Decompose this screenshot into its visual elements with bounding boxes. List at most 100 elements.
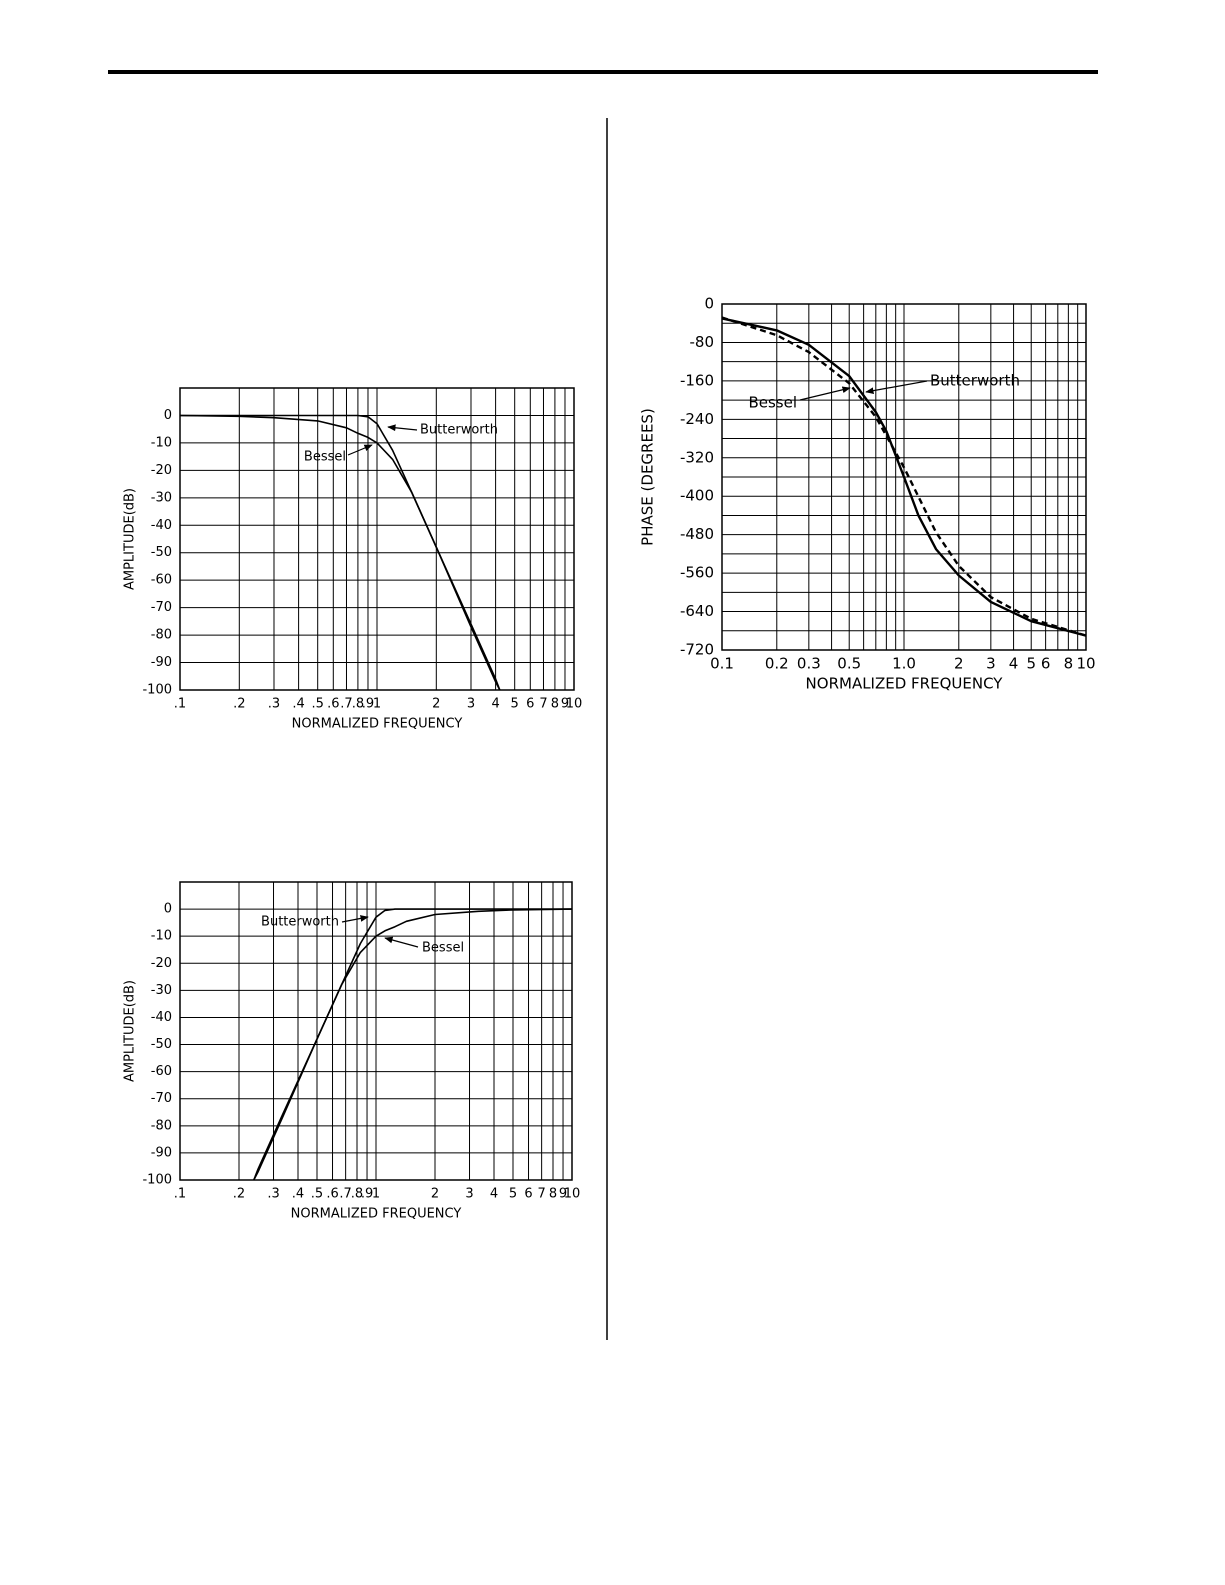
x-tick-label: 8 <box>1064 655 1074 673</box>
series-label: Butterworth <box>261 915 339 930</box>
y-tick-label: -160 <box>680 371 714 389</box>
x-tick-label: 8 <box>551 697 559 712</box>
x-tick-label: 4 <box>1009 655 1019 673</box>
y-tick-label: -320 <box>680 448 714 466</box>
x-tick-label: 3 <box>986 655 996 673</box>
x-tick-label: 5 <box>509 1187 517 1202</box>
chart: 0 -10 -20 -30 -40 -50 -60 -70 -80 -90 -100.1 .2 .3 .4… <box>123 387 583 732</box>
y-tick-label: 0 <box>704 295 714 313</box>
y-tick-label: -20 <box>151 956 172 971</box>
x-tick-label: 10 <box>564 1187 581 1202</box>
x-tick-label: .7 <box>339 1187 351 1202</box>
label-arrow <box>865 380 928 394</box>
x-tick-label: 9 <box>561 697 569 712</box>
y-tick-label: 0 <box>164 408 172 423</box>
y-tick-label: -240 <box>680 410 714 428</box>
x-tick-label: .3 <box>268 697 280 712</box>
plot-frame <box>179 881 573 1181</box>
y-axis-title: PHASE (DEGREES) <box>639 408 657 546</box>
x-tick-label: .1 <box>174 1187 186 1202</box>
series-line <box>180 414 501 691</box>
y-tick-label: -30 <box>151 490 172 505</box>
series-line <box>253 908 573 1181</box>
x-tick-label: .2 <box>233 1187 245 1202</box>
x-tick-label: .8 <box>351 1187 363 1202</box>
x-tick-label: .4 <box>292 697 304 712</box>
y-tick-label: -70 <box>151 1091 172 1106</box>
label-arrow <box>799 386 851 401</box>
series-line <box>721 317 1087 637</box>
x-tick-label: .6 <box>327 697 339 712</box>
x-tick-label: .5 <box>311 1187 323 1202</box>
x-tick-label: .2 <box>233 697 245 712</box>
y-tick-label: -80 <box>151 1118 172 1133</box>
x-tick-label: 7 <box>539 697 547 712</box>
label-arrow <box>384 936 419 948</box>
x-tick-label: 9 <box>559 1187 567 1202</box>
y-tick-label: -80 <box>151 628 172 643</box>
series-line <box>253 908 572 1181</box>
plot-frame <box>179 387 575 691</box>
series-label: Butterworth <box>420 423 498 438</box>
x-tick-label: 0.5 <box>837 655 861 673</box>
x-tick-label: 0.3 <box>797 655 821 673</box>
y-tick-label: -90 <box>151 655 172 670</box>
x-axis-title: NORMALIZED FREQUENCY <box>292 717 463 732</box>
x-tick-label: .3 <box>267 1187 279 1202</box>
x-tick-label: 3 <box>465 1187 473 1202</box>
series-label: Butterworth <box>930 372 1020 390</box>
series-label: Bessel <box>748 394 797 412</box>
x-axis-title: NORMALIZED FREQUENCY <box>806 675 1004 693</box>
y-axis-title: AMPLITUDE(dB) <box>123 488 138 590</box>
y-tick-label: -30 <box>151 983 172 998</box>
y-tick-label: -50 <box>151 545 172 560</box>
x-tick-label: .9 <box>362 697 374 712</box>
y-tick-label: -70 <box>151 600 172 615</box>
x-tick-label: .6 <box>326 1187 338 1202</box>
x-tick-label: 5 <box>1026 655 1036 673</box>
y-tick-label: -20 <box>151 463 172 478</box>
chart: 0 -10 -20 -30 -40 -50 -60 -70 -80 -90 -100.1 .2 .3 .4… <box>123 881 581 1222</box>
y-tick-label: -100 <box>142 683 172 698</box>
x-tick-label: .1 <box>174 697 186 712</box>
y-tick-label: -400 <box>680 487 714 505</box>
x-tick-label: 7 <box>537 1187 545 1202</box>
x-tick-label: 4 <box>491 697 499 712</box>
x-tick-label: 3 <box>467 697 475 712</box>
y-tick-label: -10 <box>151 929 172 944</box>
x-tick-label: 10 <box>566 697 583 712</box>
y-tick-label: -100 <box>142 1173 172 1188</box>
series-label: Bessel <box>304 450 346 465</box>
x-tick-label: 0.1 <box>710 655 734 673</box>
label-arrow <box>341 915 369 923</box>
x-axis-title: NORMALIZED FREQUENCY <box>291 1207 462 1222</box>
x-tick-label: 1.0 <box>892 655 916 673</box>
y-tick-label: -50 <box>151 1037 172 1052</box>
y-tick-label: -90 <box>151 1145 172 1160</box>
x-tick-label: 6 <box>526 697 534 712</box>
y-tick-label: -40 <box>151 1010 172 1025</box>
y-tick-label: -720 <box>680 641 714 659</box>
y-axis-title: AMPLITUDE(dB) <box>123 980 138 1082</box>
plot-frame <box>721 303 1087 651</box>
x-tick-label: .8 <box>352 697 364 712</box>
y-tick-label: 0 <box>164 902 172 917</box>
x-tick-label: .4 <box>292 1187 304 1202</box>
x-tick-label: .9 <box>361 1187 373 1202</box>
x-tick-label: 0.2 <box>765 655 789 673</box>
x-tick-label: 2 <box>954 655 964 673</box>
series-line <box>179 414 501 691</box>
x-tick-label: 6 <box>1041 655 1051 673</box>
y-tick-label: -60 <box>151 573 172 588</box>
y-tick-label: -80 <box>690 333 715 351</box>
y-tick-label: -560 <box>680 564 714 582</box>
x-tick-label: 4 <box>490 1187 498 1202</box>
x-tick-label: .5 <box>311 697 323 712</box>
header-rule <box>108 70 1098 74</box>
x-tick-label: 1 <box>372 1187 380 1202</box>
x-tick-label: 2 <box>431 1187 439 1202</box>
x-tick-label: .7 <box>340 697 352 712</box>
y-tick-label: -640 <box>680 602 714 620</box>
label-arrow <box>347 444 373 456</box>
